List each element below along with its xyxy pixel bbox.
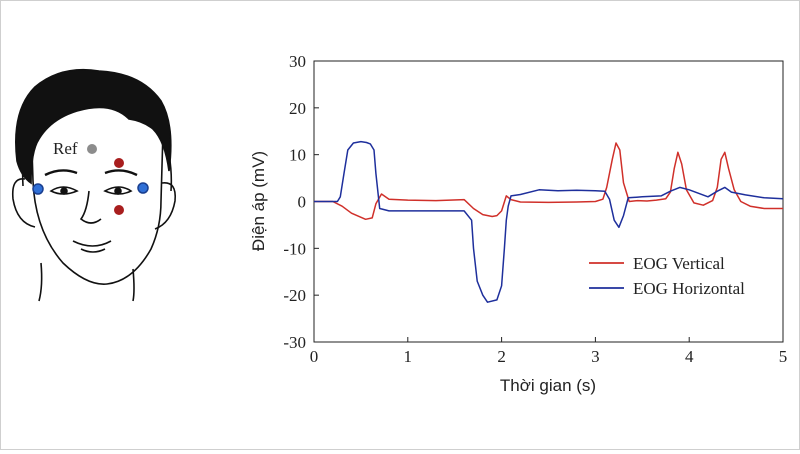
nose bbox=[79, 190, 102, 224]
y-tick-label: -30 bbox=[283, 333, 306, 352]
electrode-horizontal-left bbox=[32, 183, 44, 195]
electrode-vertical-above bbox=[114, 158, 124, 168]
left-eye bbox=[49, 186, 79, 195]
electrodes bbox=[32, 144, 149, 215]
plot-area-border bbox=[313, 60, 784, 343]
right-pupil bbox=[114, 187, 122, 195]
left-eyebrow bbox=[44, 169, 78, 177]
y-tick-label: 10 bbox=[289, 146, 306, 165]
ref-label: Ref bbox=[53, 139, 78, 158]
x-tick-label: 3 bbox=[591, 347, 600, 366]
left-pupil bbox=[60, 187, 68, 195]
x-tick-label: 5 bbox=[779, 347, 788, 366]
y-axis-label: Điện áp (mV) bbox=[249, 151, 268, 251]
y-tick-label: 0 bbox=[298, 193, 307, 212]
legend-label: EOG Horizontal bbox=[633, 279, 745, 298]
electrode-ref bbox=[87, 144, 97, 154]
lower-lip bbox=[80, 248, 106, 253]
mouth bbox=[72, 240, 112, 247]
neck-outline-right bbox=[132, 268, 135, 302]
face-outline bbox=[21, 118, 173, 285]
electrode-horizontal-right bbox=[137, 182, 149, 194]
x-axis: 0 1 2 3 4 5 bbox=[310, 337, 788, 366]
y-tick-label: 30 bbox=[289, 52, 306, 71]
y-tick-label: -10 bbox=[283, 239, 306, 258]
right-eyebrow bbox=[104, 169, 138, 177]
x-tick-label: 1 bbox=[404, 347, 413, 366]
face-illustration bbox=[11, 68, 177, 302]
legend-label: EOG Vertical bbox=[633, 254, 725, 273]
y-axis: 30 20 10 0 -10 -20 -30 bbox=[283, 52, 319, 352]
hair bbox=[15, 68, 172, 185]
electrode-vertical-below bbox=[114, 205, 124, 215]
neck-outline bbox=[38, 262, 43, 302]
series-line-eog-horizontal bbox=[314, 140, 784, 303]
series-line-eog-vertical bbox=[314, 142, 783, 221]
y-tick-label: 20 bbox=[289, 99, 306, 118]
y-tick-label: -20 bbox=[283, 286, 306, 305]
legend: EOG Vertical EOG Horizontal bbox=[589, 254, 745, 298]
left-ear bbox=[11, 178, 36, 228]
x-axis-label: Thời gian (s) bbox=[500, 376, 596, 395]
right-eye bbox=[103, 186, 133, 195]
x-tick-label: 2 bbox=[497, 347, 506, 366]
right-ear bbox=[154, 182, 177, 230]
x-tick-label: 0 bbox=[310, 347, 319, 366]
series-lines bbox=[314, 140, 784, 303]
x-tick-label: 4 bbox=[685, 347, 694, 366]
